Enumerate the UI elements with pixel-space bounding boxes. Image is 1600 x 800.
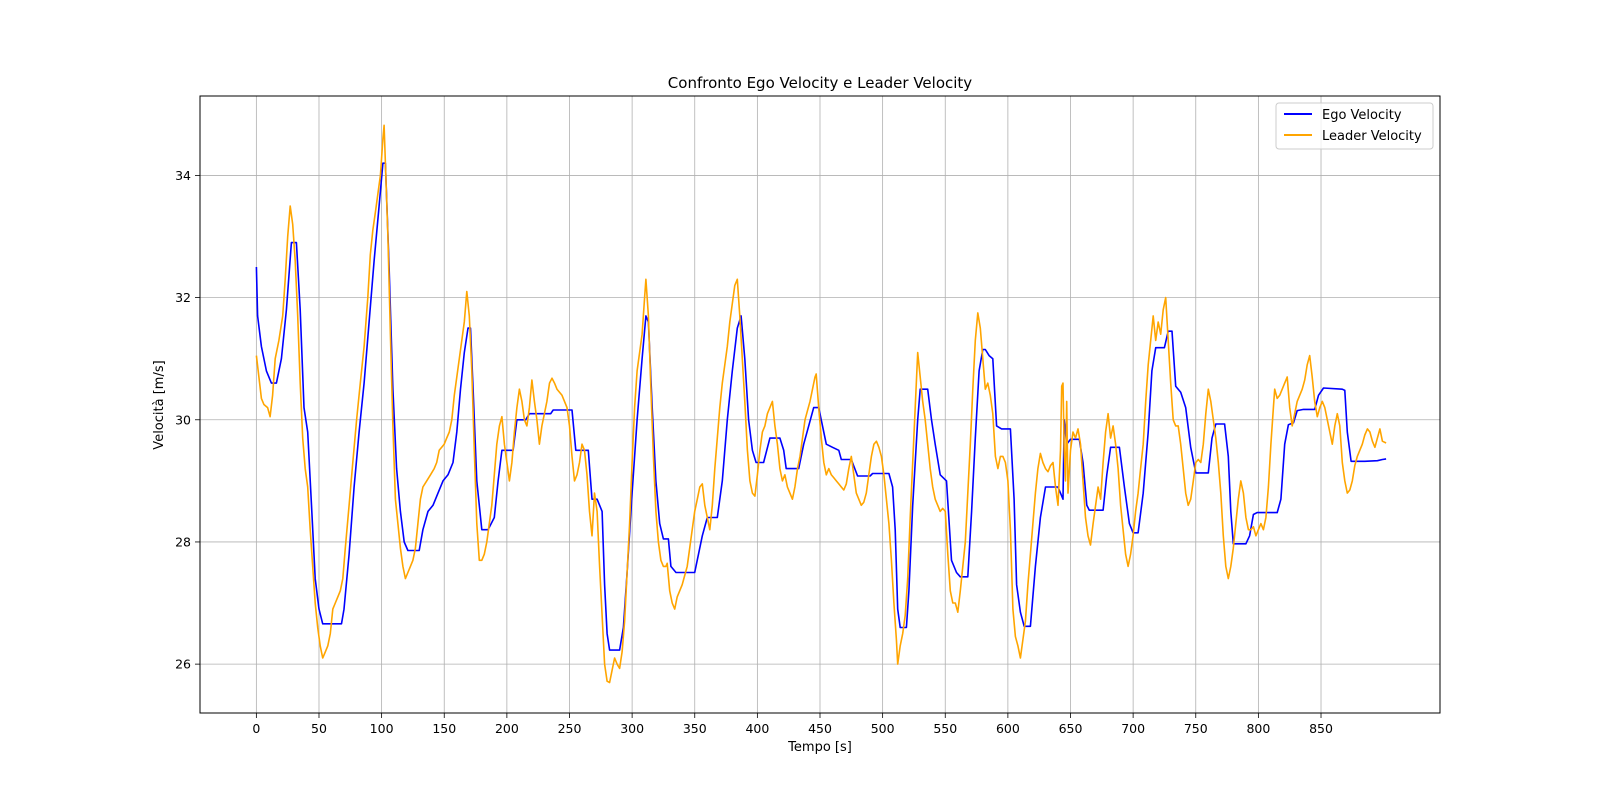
legend-label-leader: Leader Velocity: [1322, 129, 1422, 144]
x-tick-label: 150: [432, 721, 456, 736]
leader-velocity-line: [255, 124, 1387, 684]
x-tick-label: 250: [558, 721, 582, 736]
x-tick-label: 200: [495, 721, 519, 736]
x-axis-label: Tempo [s]: [787, 740, 852, 755]
y-tick-label: 26: [175, 657, 191, 672]
x-tick-label: 800: [1246, 721, 1270, 736]
axis-ticks: 0 50 100 150 200 250 300 350 400 450 500 550 600 650 7…: [175, 168, 1333, 736]
x-tick-label: 700: [1121, 721, 1145, 736]
chart-title: Confronto Ego Velocity e Leader Velocity: [668, 74, 973, 92]
x-tick-label: 0: [252, 721, 260, 736]
x-tick-label: 400: [745, 721, 769, 736]
x-tick-label: 500: [871, 721, 895, 736]
legend-label-ego: Ego Velocity: [1322, 108, 1402, 123]
y-tick-label: 32: [175, 290, 191, 305]
ego-velocity-line: [255, 162, 1387, 651]
legend: Ego Velocity Leader Velocity: [1275, 102, 1434, 150]
x-tick-label: 850: [1309, 721, 1333, 736]
x-tick-label: 100: [370, 721, 394, 736]
x-tick-label: 650: [1059, 721, 1083, 736]
y-tick-label: 30: [175, 412, 191, 427]
y-tick-label: 34: [175, 168, 191, 183]
x-tick-label: 550: [933, 721, 957, 736]
series-lines: [255, 124, 1387, 684]
y-tick-label: 28: [175, 534, 191, 549]
x-tick-label: 750: [1184, 721, 1208, 736]
x-tick-label: 450: [808, 721, 832, 736]
x-tick-label: 350: [683, 721, 707, 736]
legend-box: [1275, 102, 1434, 150]
x-tick-label: 50: [311, 721, 327, 736]
x-tick-label: 300: [620, 721, 644, 736]
x-tick-label: 600: [996, 721, 1020, 736]
y-axis-label: Velocità [m/s]: [152, 360, 167, 449]
